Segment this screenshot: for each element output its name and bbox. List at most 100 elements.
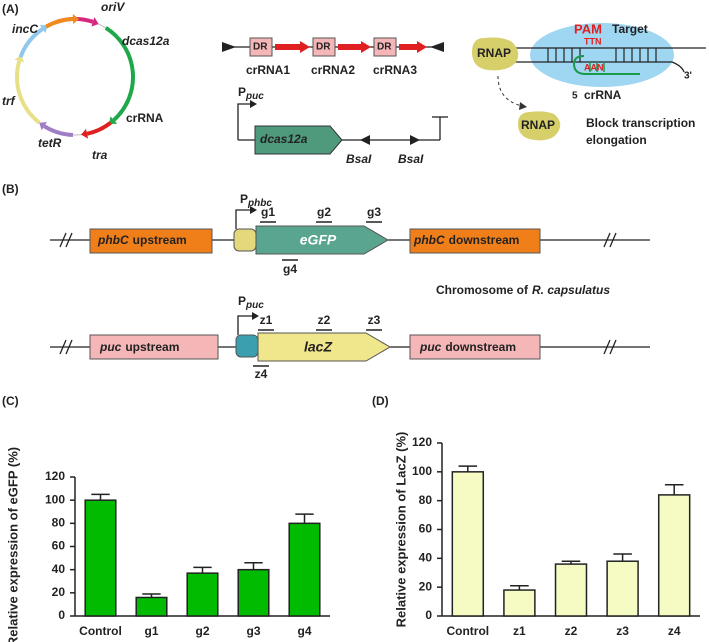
promoter-main: P	[238, 85, 246, 99]
error-bar	[244, 561, 263, 570]
guide-label: z3	[368, 313, 381, 327]
spacer-label: crRNA2	[311, 63, 355, 77]
plasmid-label: oriV	[101, 0, 125, 14]
region-text: upstream	[125, 340, 179, 354]
site-label: BsaI	[398, 152, 424, 166]
guide-label: g1	[261, 205, 275, 219]
plasmid-label: trf	[2, 94, 16, 108]
guide-label: z2	[318, 313, 331, 327]
promoter-sub: puc	[245, 91, 264, 102]
region-text: downstream	[449, 233, 520, 247]
bar	[606, 560, 639, 617]
error-bar	[91, 493, 110, 501]
plasmid-segment	[15, 60, 41, 125]
region-label: puc upstream	[99, 340, 179, 354]
panel-label: (C)	[2, 394, 19, 408]
bar	[237, 568, 270, 617]
x-tick-label: z1	[513, 624, 526, 638]
x-tick-label: z2	[565, 624, 578, 638]
plasmid-segment	[104, 26, 135, 122]
y-tick-label: 120	[45, 469, 65, 483]
plasmid-arrowhead	[39, 24, 48, 34]
promoter-main: P	[238, 294, 246, 308]
guide-label: g2	[317, 205, 331, 219]
y-tick-label: 20	[419, 579, 433, 593]
bar	[554, 563, 588, 617]
egfp-locus	[50, 206, 650, 261]
block-label: Block transcription	[586, 116, 695, 130]
y-tick-label: 100	[45, 492, 65, 506]
plasmid-map	[14, 14, 135, 139]
block-label: elongation	[586, 133, 647, 147]
plasmid-segment	[45, 17, 74, 29]
guide-label: g4	[283, 262, 297, 276]
spacer-label: crRNA3	[373, 63, 417, 77]
promoter-label: Pphbc	[240, 192, 272, 208]
region-label: phbC downstream	[413, 233, 519, 247]
y-tick-label: 20	[52, 585, 66, 599]
y-tick-label: 60	[52, 539, 66, 553]
chromosome-text: Chromosome of	[436, 283, 529, 297]
error-bar	[193, 566, 212, 574]
x-tick-label: g4	[297, 624, 311, 638]
plasmid-label: incC	[12, 22, 38, 36]
x-tick-label: z3	[616, 624, 629, 638]
region-gene: phbC	[413, 233, 445, 247]
bar	[186, 572, 219, 617]
error-bar	[458, 465, 478, 472]
x-tick-label: g2	[195, 624, 209, 638]
aan-label: AAN	[584, 62, 604, 72]
rnap-label: RNAP	[521, 118, 555, 132]
x-tick-label: g3	[246, 624, 260, 638]
chromosome-label: Chromosome of R. capsulatus	[436, 283, 610, 297]
bar	[657, 494, 691, 617]
bar	[288, 522, 321, 617]
error-bar	[295, 513, 314, 524]
guide-label: z4	[255, 367, 268, 381]
bar	[503, 589, 536, 617]
y-axis-title: Relative expression of LacZ (%)	[393, 432, 408, 628]
plasmid-segment	[18, 27, 44, 58]
promoter-sub: puc	[245, 300, 264, 311]
panel-label: (B)	[2, 182, 19, 196]
promoter-label: Ppuc	[238, 85, 264, 101]
gene-label: lacZ	[304, 339, 332, 355]
y-tick-label: 80	[419, 493, 433, 507]
crispr-array	[222, 37, 444, 57]
error-bar	[613, 553, 632, 562]
y-tick-label: 0	[425, 608, 432, 622]
y-tick-label: 40	[52, 562, 66, 576]
site-label: BsaI	[346, 152, 372, 166]
spacer-label: crRNA1	[246, 63, 290, 77]
plasmid-arrowhead	[91, 17, 99, 27]
guide-label: g3	[367, 205, 381, 219]
crrna-label: crRNA	[584, 88, 622, 102]
gene-label: eGFP	[300, 232, 337, 248]
region-text: upstream	[133, 233, 187, 247]
plasmid-arrowhead	[72, 14, 80, 25]
plasmid-arrowhead	[39, 121, 47, 131]
end-label: 5	[572, 91, 578, 102]
construct	[237, 100, 448, 155]
y-tick-label: 80	[52, 516, 66, 530]
dr-label: DR	[253, 42, 268, 53]
plasmid-arrowhead	[109, 116, 118, 124]
y-axis-title: Relative expression of eGFP (%)	[5, 447, 20, 642]
region-label: phbC upstream	[97, 233, 187, 247]
dr-label: DR	[377, 42, 392, 53]
plasmid-label: crRNA	[126, 111, 164, 125]
target-label: Target	[612, 22, 648, 36]
pam-label: PAM	[574, 21, 602, 36]
region-label: puc downstream	[419, 340, 516, 354]
x-tick-label: Control	[79, 624, 122, 638]
region-gene: puc	[99, 340, 122, 354]
plasmid-label: tetR	[38, 136, 62, 150]
y-tick-label: 40	[419, 551, 433, 565]
plasmid-segment	[86, 121, 112, 136]
plasmid-segment	[43, 124, 74, 137]
promoter-label: Ppuc	[238, 294, 264, 310]
error-bar	[664, 484, 684, 495]
plasmid-arrowhead	[81, 128, 89, 139]
